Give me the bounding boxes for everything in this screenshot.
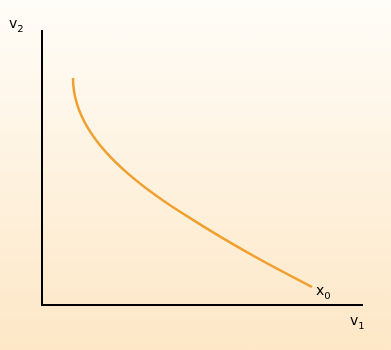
y-axis-label: v2 (9, 16, 24, 35)
curve-label: x0 (316, 283, 331, 302)
indifference-curve (71, 77, 313, 289)
x-axis-label: v1 (350, 313, 365, 332)
